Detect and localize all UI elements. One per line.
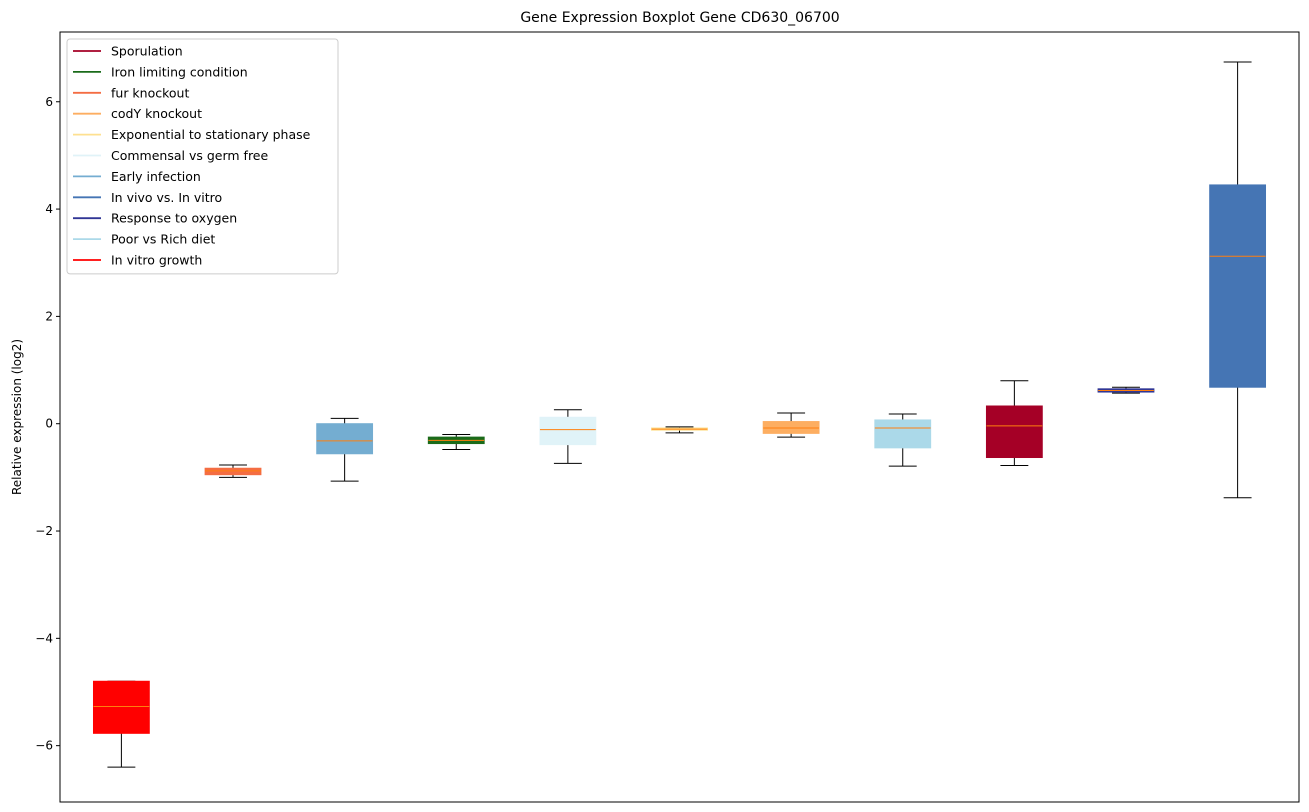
box-group [92, 680, 150, 768]
legend-label: Exponential to stationary phase [111, 127, 311, 142]
box-group [539, 409, 597, 464]
box-rect [316, 423, 374, 455]
box-group [874, 413, 932, 467]
y-axis-label: Relative expression (log2) [10, 339, 24, 495]
box-rect [539, 416, 597, 446]
y-axis: 6 4 2 0 −2 −4 −6 [35, 95, 60, 753]
y-tick-label: 6 [45, 95, 53, 109]
box-rect [204, 467, 262, 476]
legend-label: In vitro growth [111, 253, 202, 268]
legend-label: Commensal vs germ free [111, 148, 268, 163]
y-tick-label: −2 [35, 524, 53, 538]
box-group [427, 433, 485, 450]
legend-label: Sporulation [111, 44, 183, 59]
legend-label: Response to oxygen [111, 211, 237, 226]
legend-label: Poor vs Rich diet [111, 232, 215, 247]
y-tick-label: −4 [35, 631, 53, 645]
box-rect [92, 680, 150, 734]
legend-label: codY knockout [111, 106, 202, 121]
legend-label: Iron limiting condition [111, 64, 248, 79]
y-tick-label: 4 [45, 202, 53, 216]
y-tick-label: 0 [45, 417, 53, 431]
boxes-layer [92, 61, 1267, 768]
legend: Sporulation Iron limiting condition fur kn… [66, 38, 339, 275]
legend-frame [66, 38, 339, 275]
box-group [204, 464, 262, 478]
y-tick-label: −6 [35, 739, 53, 753]
box-rect [985, 405, 1043, 459]
legend-label: fur knockout [111, 85, 189, 100]
chart-title: Gene Expression Boxplot Gene CD630_06700 [520, 10, 839, 26]
box-rect [874, 419, 932, 449]
box-group [1097, 386, 1155, 394]
plot-frame [59, 31, 1300, 803]
box-rect [1209, 184, 1267, 388]
box-group [1209, 61, 1267, 499]
legend-label: In vivo vs. In vitro [111, 190, 222, 205]
box-rect [762, 421, 820, 434]
box-group [985, 380, 1043, 467]
box-group [316, 417, 374, 482]
legend-label: Early infection [111, 169, 201, 184]
box-group [651, 426, 708, 434]
y-tick-label: 2 [45, 309, 53, 323]
box-group [762, 412, 820, 438]
